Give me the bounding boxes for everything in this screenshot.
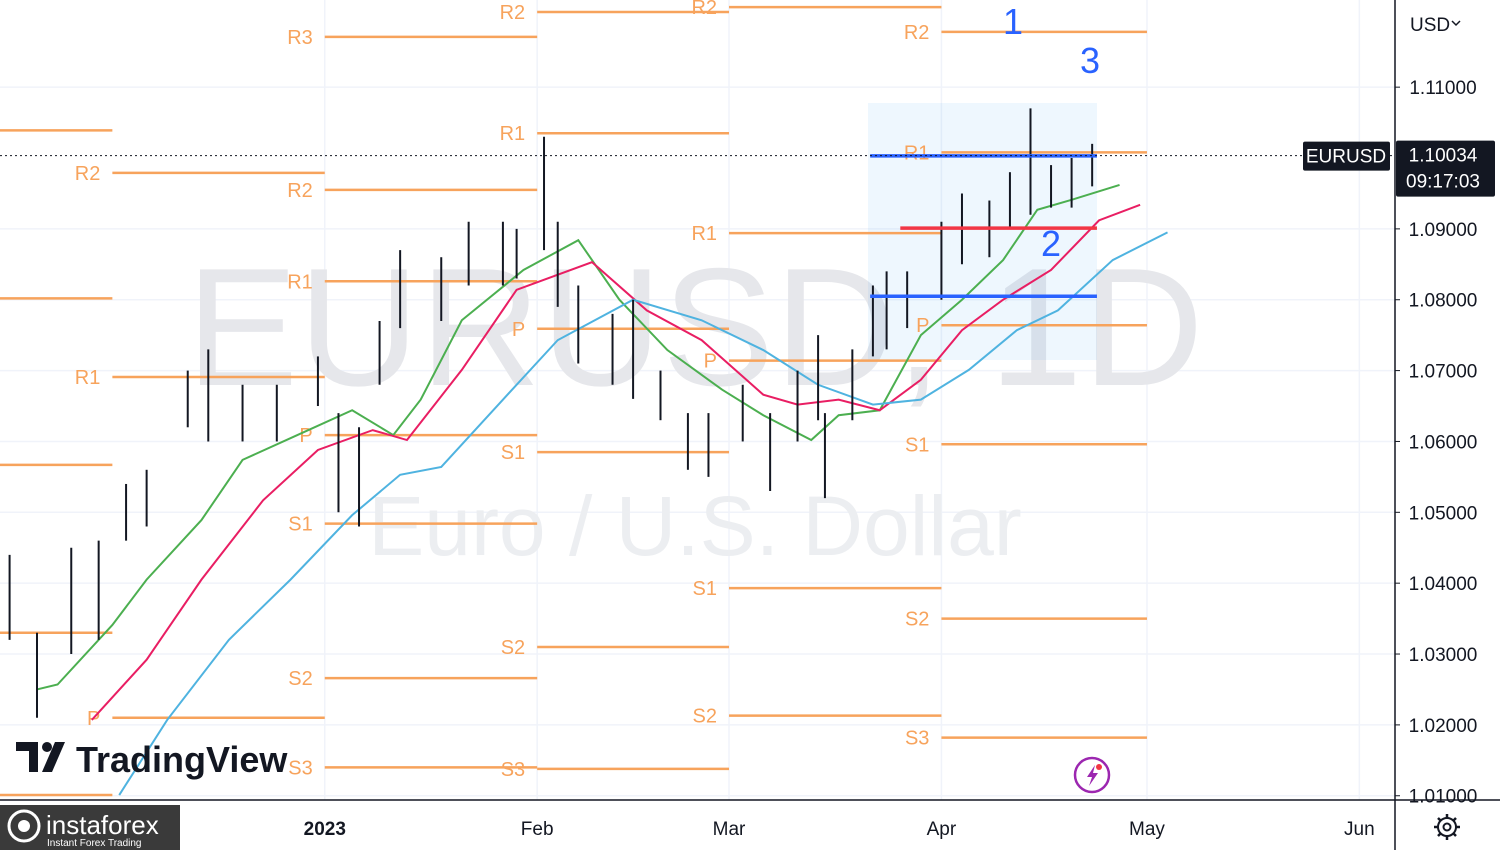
moving-average bbox=[36, 183, 1120, 691]
pivot-label: S3 bbox=[905, 728, 929, 750]
pivot-label: R1 bbox=[287, 271, 313, 293]
settings-icon[interactable] bbox=[1434, 814, 1460, 840]
last-price-text: 1.10034 bbox=[1409, 146, 1478, 167]
instaforex-mark bbox=[7, 809, 41, 843]
instaforex-tagline: Instant Forex Trading bbox=[47, 838, 142, 849]
lightning-icon[interactable] bbox=[1073, 756, 1111, 794]
pivot-label: R3 bbox=[287, 27, 313, 49]
pivot-label: R1 bbox=[691, 223, 717, 245]
tv-wordmark: TradingView bbox=[76, 739, 288, 780]
pivot-label: R1 bbox=[500, 123, 526, 145]
pivot-label: S3 bbox=[501, 759, 525, 781]
lightning-bolt bbox=[1087, 765, 1098, 786]
moving-average bbox=[118, 231, 1168, 796]
pivot-label: S3 bbox=[288, 757, 312, 779]
annotation: 1 bbox=[1003, 1, 1023, 42]
pivot-label: R2 bbox=[904, 22, 930, 44]
time-axis: 2023 Feb Mar Apr May Jun bbox=[304, 819, 1375, 840]
symbol-tag bbox=[1303, 141, 1390, 171]
watermark-subtitle: Euro / U.S. Dollar bbox=[368, 479, 1022, 573]
pivot-label: S2 bbox=[288, 668, 312, 690]
y-tick-label: 1.01000 bbox=[1409, 787, 1478, 808]
y-tick-label: 1.07000 bbox=[1409, 362, 1478, 383]
y-tick-label: 1.03000 bbox=[1409, 645, 1478, 666]
lightning-dot bbox=[1096, 764, 1102, 770]
annotation: 2 bbox=[1041, 223, 1061, 264]
volume-profile-area bbox=[868, 103, 1097, 360]
pivot-label: S1 bbox=[501, 442, 525, 464]
watermark-title: EURUSD, 1D bbox=[186, 233, 1204, 421]
x-tick-label: Apr bbox=[927, 819, 957, 840]
instaforex-mark-core bbox=[18, 820, 30, 832]
currency-selector[interactable]: USD bbox=[1410, 15, 1450, 36]
countdown-text: 09:17:03 bbox=[1406, 172, 1480, 193]
pivot-label: P bbox=[704, 351, 717, 373]
price-axis: 1.11000 1.09000 1.08000 1.07000 1.06000 1.050… bbox=[1395, 78, 1477, 808]
x-tick-label: 2023 bbox=[304, 819, 346, 840]
pivot-label: R2 bbox=[75, 163, 101, 185]
pivot-label: R2 bbox=[691, 0, 717, 19]
y-tick-label: 1.02000 bbox=[1409, 716, 1478, 737]
tradingview-logo: TradingView bbox=[16, 739, 288, 780]
instaforex-wordmark: instaforex bbox=[46, 810, 159, 840]
tv-mark-dot bbox=[42, 742, 52, 752]
moving-average bbox=[91, 203, 1141, 721]
pivot-label: S2 bbox=[693, 706, 717, 728]
price-bars bbox=[8, 108, 1094, 718]
pivot-label: S1 bbox=[905, 434, 929, 456]
y-tick-label: 1.09000 bbox=[1409, 220, 1478, 241]
pivot-label: R1 bbox=[75, 367, 101, 389]
time-axis-panel bbox=[0, 800, 1500, 850]
levels bbox=[870, 154, 1097, 298]
moving-averages bbox=[36, 183, 1168, 796]
x-tick-label: Jun bbox=[1344, 819, 1375, 840]
y-tick-label: 1.11000 bbox=[1409, 78, 1476, 99]
settings-gear-hub bbox=[1442, 822, 1452, 832]
instaforex-logo: instaforex Instant Forex Trading bbox=[0, 805, 180, 850]
y-tick-label: 1.04000 bbox=[1409, 574, 1478, 595]
pivot-label: S1 bbox=[693, 578, 717, 600]
x-tick-label: Mar bbox=[713, 819, 746, 840]
currency-dropdown-icon bbox=[1451, 20, 1461, 27]
pivot-label: S2 bbox=[905, 609, 929, 631]
x-tick-label: Feb bbox=[521, 819, 554, 840]
pivot-label: R1 bbox=[904, 142, 930, 164]
settings-gear-teeth bbox=[1434, 814, 1460, 840]
pivot-label: S1 bbox=[288, 514, 312, 536]
pivots: R2R1PR3R2R1PS1S2S3R2R1PS1S2S3R2R1PS1S2R2… bbox=[0, 0, 1147, 797]
y-tick-label: 1.06000 bbox=[1409, 432, 1478, 453]
pivot-label: R2 bbox=[500, 2, 526, 24]
tv-mark bbox=[16, 742, 38, 772]
tv-mark-slash bbox=[42, 742, 65, 772]
annotation: 3 bbox=[1080, 40, 1100, 81]
symbol-tag-text: EURUSD bbox=[1306, 147, 1386, 168]
pivot-label: S2 bbox=[501, 637, 525, 659]
pivot-label: R2 bbox=[287, 180, 313, 202]
y-tick-label: 1.05000 bbox=[1409, 503, 1478, 524]
y-tick-label: 1.08000 bbox=[1409, 291, 1478, 312]
last-price-tag bbox=[1396, 140, 1495, 197]
pivot-label: P bbox=[512, 319, 525, 341]
x-tick-label: May bbox=[1129, 819, 1165, 840]
